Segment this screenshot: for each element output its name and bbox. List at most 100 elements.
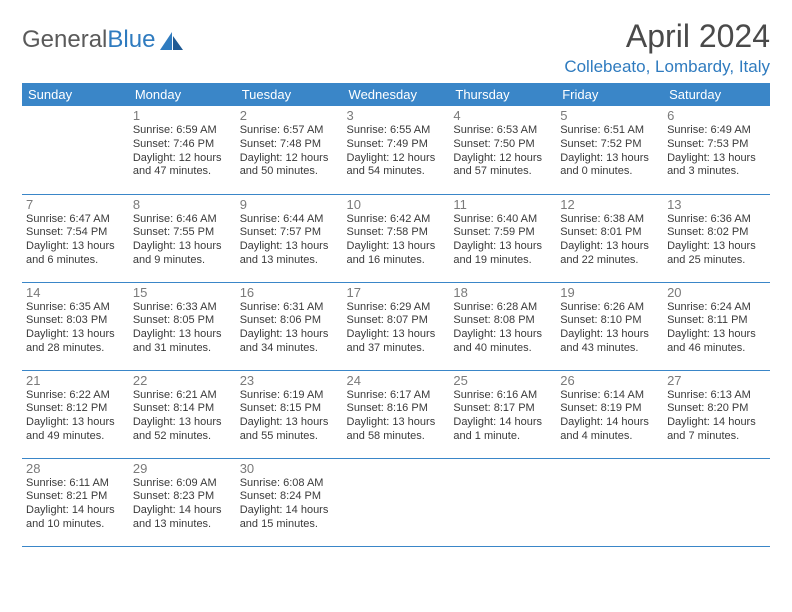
sunset-text: Sunset: 7:46 PM: [133, 138, 232, 152]
calendar-cell: 8Sunrise: 6:46 AMSunset: 7:55 PMDaylight…: [129, 194, 236, 282]
calendar-cell: 13Sunrise: 6:36 AMSunset: 8:02 PMDayligh…: [663, 194, 770, 282]
calendar-cell: [343, 458, 450, 546]
daylight-text: and 28 minutes.: [26, 342, 125, 356]
sunrise-text: Sunrise: 6:26 AM: [560, 301, 659, 315]
sunset-text: Sunset: 8:03 PM: [26, 314, 125, 328]
calendar-row: 21Sunrise: 6:22 AMSunset: 8:12 PMDayligh…: [22, 370, 770, 458]
location: Collebeato, Lombardy, Italy: [564, 57, 770, 77]
sunrise-text: Sunrise: 6:38 AM: [560, 213, 659, 227]
calendar-cell: 12Sunrise: 6:38 AMSunset: 8:01 PMDayligh…: [556, 194, 663, 282]
day-number: 18: [453, 285, 552, 300]
daylight-text: Daylight: 13 hours: [133, 328, 232, 342]
daylight-text: Daylight: 13 hours: [560, 240, 659, 254]
logo-text-1: General: [22, 26, 107, 54]
calendar-row: 1Sunrise: 6:59 AMSunset: 7:46 PMDaylight…: [22, 106, 770, 194]
calendar-cell: 10Sunrise: 6:42 AMSunset: 7:58 PMDayligh…: [343, 194, 450, 282]
sunset-text: Sunset: 8:16 PM: [347, 402, 446, 416]
day-info: Sunrise: 6:22 AMSunset: 8:12 PMDaylight:…: [26, 389, 125, 444]
day-number: 6: [667, 108, 766, 123]
sunrise-text: Sunrise: 6:14 AM: [560, 389, 659, 403]
day-number: 11: [453, 197, 552, 212]
sunrise-text: Sunrise: 6:29 AM: [347, 301, 446, 315]
logo: GeneralBlue: [22, 18, 185, 54]
sunrise-text: Sunrise: 6:16 AM: [453, 389, 552, 403]
sunrise-text: Sunrise: 6:13 AM: [667, 389, 766, 403]
day-number: 8: [133, 197, 232, 212]
calendar-cell: 1Sunrise: 6:59 AMSunset: 7:46 PMDaylight…: [129, 106, 236, 194]
dayhdr-thu: Thursday: [449, 83, 556, 106]
sunset-text: Sunset: 8:12 PM: [26, 402, 125, 416]
sunset-text: Sunset: 8:01 PM: [560, 226, 659, 240]
calendar-cell: 4Sunrise: 6:53 AMSunset: 7:50 PMDaylight…: [449, 106, 556, 194]
daylight-text: Daylight: 13 hours: [240, 240, 339, 254]
calendar-table: Sunday Monday Tuesday Wednesday Thursday…: [22, 83, 770, 547]
daylight-text: Daylight: 12 hours: [240, 152, 339, 166]
day-number: 28: [26, 461, 125, 476]
daylight-text: and 52 minutes.: [133, 430, 232, 444]
sunset-text: Sunset: 7:50 PM: [453, 138, 552, 152]
day-info: Sunrise: 6:11 AMSunset: 8:21 PMDaylight:…: [26, 477, 125, 532]
calendar-cell: 9Sunrise: 6:44 AMSunset: 7:57 PMDaylight…: [236, 194, 343, 282]
day-number: 1: [133, 108, 232, 123]
calendar-cell: [22, 106, 129, 194]
sunrise-text: Sunrise: 6:11 AM: [26, 477, 125, 491]
calendar-cell: 14Sunrise: 6:35 AMSunset: 8:03 PMDayligh…: [22, 282, 129, 370]
sunset-text: Sunset: 7:57 PM: [240, 226, 339, 240]
sunset-text: Sunset: 7:53 PM: [667, 138, 766, 152]
sunrise-text: Sunrise: 6:51 AM: [560, 124, 659, 138]
sunset-text: Sunset: 8:24 PM: [240, 490, 339, 504]
calendar-cell: 2Sunrise: 6:57 AMSunset: 7:48 PMDaylight…: [236, 106, 343, 194]
day-info: Sunrise: 6:19 AMSunset: 8:15 PMDaylight:…: [240, 389, 339, 444]
day-info: Sunrise: 6:26 AMSunset: 8:10 PMDaylight:…: [560, 301, 659, 356]
day-info: Sunrise: 6:47 AMSunset: 7:54 PMDaylight:…: [26, 213, 125, 268]
daylight-text: and 15 minutes.: [240, 518, 339, 532]
calendar-cell: 20Sunrise: 6:24 AMSunset: 8:11 PMDayligh…: [663, 282, 770, 370]
calendar-cell: 7Sunrise: 6:47 AMSunset: 7:54 PMDaylight…: [22, 194, 129, 282]
daylight-text: and 0 minutes.: [560, 165, 659, 179]
day-info: Sunrise: 6:59 AMSunset: 7:46 PMDaylight:…: [133, 124, 232, 179]
calendar-cell: 30Sunrise: 6:08 AMSunset: 8:24 PMDayligh…: [236, 458, 343, 546]
calendar-row: 14Sunrise: 6:35 AMSunset: 8:03 PMDayligh…: [22, 282, 770, 370]
calendar-cell: 11Sunrise: 6:40 AMSunset: 7:59 PMDayligh…: [449, 194, 556, 282]
sunrise-text: Sunrise: 6:55 AM: [347, 124, 446, 138]
daylight-text: Daylight: 13 hours: [560, 328, 659, 342]
daylight-text: and 58 minutes.: [347, 430, 446, 444]
daylight-text: and 6 minutes.: [26, 254, 125, 268]
calendar-cell: [663, 458, 770, 546]
daylight-text: Daylight: 13 hours: [240, 328, 339, 342]
sunset-text: Sunset: 8:06 PM: [240, 314, 339, 328]
daylight-text: Daylight: 13 hours: [347, 416, 446, 430]
sunset-text: Sunset: 8:11 PM: [667, 314, 766, 328]
calendar-cell: 19Sunrise: 6:26 AMSunset: 8:10 PMDayligh…: [556, 282, 663, 370]
daylight-text: Daylight: 14 hours: [560, 416, 659, 430]
calendar-cell: [556, 458, 663, 546]
daylight-text: and 47 minutes.: [133, 165, 232, 179]
calendar-cell: 16Sunrise: 6:31 AMSunset: 8:06 PMDayligh…: [236, 282, 343, 370]
sunrise-text: Sunrise: 6:44 AM: [240, 213, 339, 227]
calendar-cell: 26Sunrise: 6:14 AMSunset: 8:19 PMDayligh…: [556, 370, 663, 458]
day-info: Sunrise: 6:49 AMSunset: 7:53 PMDaylight:…: [667, 124, 766, 179]
daylight-text: Daylight: 13 hours: [667, 328, 766, 342]
calendar-cell: [449, 458, 556, 546]
calendar-cell: 18Sunrise: 6:28 AMSunset: 8:08 PMDayligh…: [449, 282, 556, 370]
dayhdr-sat: Saturday: [663, 83, 770, 106]
daylight-text: Daylight: 12 hours: [453, 152, 552, 166]
sunrise-text: Sunrise: 6:35 AM: [26, 301, 125, 315]
day-number: 10: [347, 197, 446, 212]
daylight-text: Daylight: 14 hours: [133, 504, 232, 518]
day-number: 7: [26, 197, 125, 212]
dayhdr-sun: Sunday: [22, 83, 129, 106]
sunrise-text: Sunrise: 6:49 AM: [667, 124, 766, 138]
day-info: Sunrise: 6:40 AMSunset: 7:59 PMDaylight:…: [453, 213, 552, 268]
dayhdr-mon: Monday: [129, 83, 236, 106]
day-info: Sunrise: 6:53 AMSunset: 7:50 PMDaylight:…: [453, 124, 552, 179]
sunset-text: Sunset: 8:05 PM: [133, 314, 232, 328]
day-info: Sunrise: 6:33 AMSunset: 8:05 PMDaylight:…: [133, 301, 232, 356]
day-number: 5: [560, 108, 659, 123]
daylight-text: and 50 minutes.: [240, 165, 339, 179]
logo-sail-icon: [159, 30, 185, 52]
day-number: 29: [133, 461, 232, 476]
calendar-cell: 27Sunrise: 6:13 AMSunset: 8:20 PMDayligh…: [663, 370, 770, 458]
sunset-text: Sunset: 7:49 PM: [347, 138, 446, 152]
day-info: Sunrise: 6:35 AMSunset: 8:03 PMDaylight:…: [26, 301, 125, 356]
